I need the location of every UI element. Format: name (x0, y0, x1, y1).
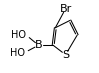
Text: HO: HO (10, 48, 25, 58)
Text: Br: Br (59, 4, 72, 14)
Text: B: B (35, 40, 42, 50)
Text: S: S (62, 50, 69, 60)
Text: HO: HO (11, 30, 26, 40)
